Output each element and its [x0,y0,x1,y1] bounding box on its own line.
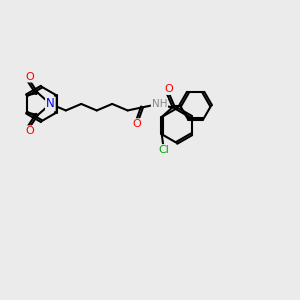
Text: N: N [46,98,55,110]
Text: Cl: Cl [158,145,169,155]
Text: O: O [164,84,173,94]
Text: O: O [25,72,34,82]
Text: NH: NH [152,99,167,109]
Text: O: O [25,126,34,136]
Text: O: O [133,119,142,129]
